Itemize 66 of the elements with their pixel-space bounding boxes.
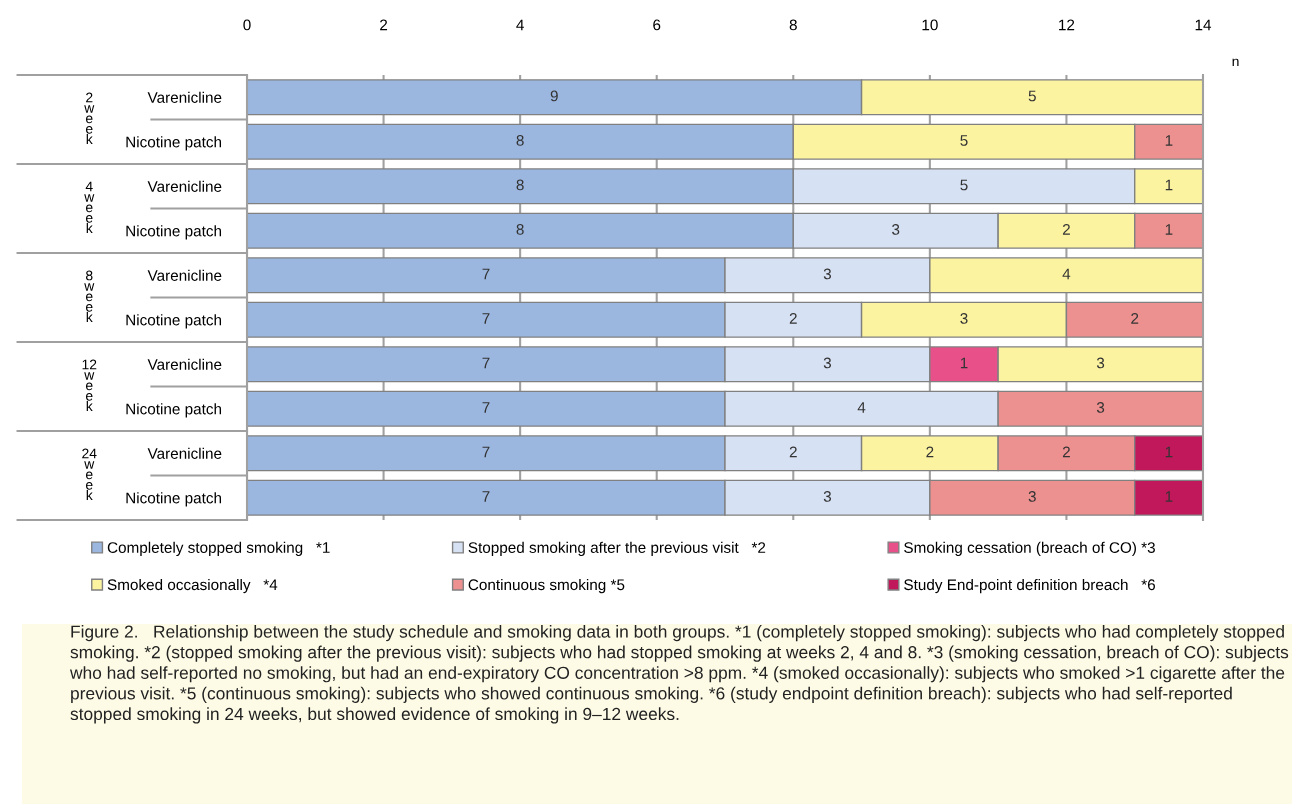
- data-label: 8: [516, 179, 524, 191]
- y-tick-label: Nicotine patch: [126, 314, 222, 329]
- y-tick-label: Nicotine patch: [126, 492, 222, 507]
- data-label: 3: [1028, 491, 1036, 502]
- x-tick-label: 0: [243, 19, 251, 31]
- data-label: 7: [482, 491, 490, 502]
- legend-label: Completely stopped smoking *1: [107, 541, 330, 556]
- legend-label: Smoking cessation (breach of CO) *3: [904, 541, 1155, 556]
- data-label: 1: [960, 357, 968, 369]
- data-label: 3: [1096, 357, 1105, 369]
- x-tick-label: 8: [789, 19, 797, 31]
- data-label: 7: [482, 446, 490, 458]
- data-label: 2: [926, 446, 934, 458]
- data-label: 1: [1165, 224, 1173, 235]
- x-tick-label: 10: [922, 19, 938, 31]
- data-label: 1: [1165, 491, 1173, 502]
- data-label: 3: [892, 224, 900, 235]
- data-label: 3: [823, 357, 832, 369]
- data-label: 7: [482, 268, 490, 280]
- data-label: 8: [516, 135, 524, 146]
- data-label: 1: [1165, 135, 1173, 146]
- caption: Figure 2. Relationship between the study schedule and smoking data in both groups. *1 (completely stopped smoking): subjects who had completely stopped smoking. *2 (stopped smoking after the previous visit): subjects who had stopped smoking at weeks 2, 4 and 8. *3 (smoking cessation, breach of CO): subjects who had self-reported no smoking, but had an end-expiratory CO concentration >8 ppm. *4 (smoked occasionally): subjects who smoked >1 cigarette after the previous visit. *5 (continuous smoking): subjects who showed continuous smoking. *6 (study endpoint definition breach): subjects who had self-reported stopped smoking in 24 weeks, but showed evidence of smoking in 9–12 weeks.: [69, 625, 1289, 724]
- y-tick-label: Nicotine patch: [126, 136, 222, 151]
- data-label: 4: [857, 402, 866, 413]
- x-tick-label: 2: [380, 19, 388, 31]
- data-label: 5: [960, 179, 968, 191]
- y-tick-label: Varenicline: [147, 91, 222, 103]
- y-tick-label: Nicotine patch: [126, 225, 222, 240]
- data-label: 1: [1165, 446, 1173, 458]
- text: 4 week: [84, 181, 95, 233]
- data-label: 8: [516, 224, 524, 235]
- y-tick-label: Varenicline: [147, 180, 222, 192]
- data-label: 3: [823, 491, 832, 502]
- data-label: 3: [960, 313, 968, 324]
- x-tick-label: 6: [653, 19, 661, 31]
- y-tick-label: Nicotine patch: [126, 403, 222, 418]
- x-tick-label: 14: [1195, 19, 1212, 31]
- x-axis-title: n: [1232, 58, 1239, 67]
- text: 12 week: [82, 359, 97, 411]
- data-label: 2: [1131, 313, 1139, 324]
- data-label: 2: [789, 446, 797, 458]
- data-label: 2: [1062, 446, 1070, 458]
- data-label: 9: [550, 90, 558, 102]
- data-label: 7: [482, 313, 490, 324]
- data-label: 3: [1096, 402, 1105, 413]
- text: 8 week: [84, 270, 95, 322]
- legend-label: Continuous smoking *5: [468, 578, 625, 594]
- x-tick-label: 12: [1059, 19, 1075, 31]
- legend-label: Study End-point definition breach *6: [904, 578, 1155, 594]
- y-tick-label: Varenicline: [147, 358, 222, 370]
- data-label: 5: [960, 135, 968, 146]
- legend-label: Smoked occasionally *4: [107, 578, 278, 594]
- data-label: 5: [1028, 90, 1036, 102]
- data-label: 2: [789, 313, 797, 324]
- text: 2 week: [84, 92, 95, 144]
- data-label: 7: [482, 402, 490, 413]
- y-tick-label: Varenicline: [147, 269, 222, 281]
- x-tick-label: 4: [516, 19, 524, 31]
- data-label: 7: [482, 357, 490, 369]
- text: 24 week: [82, 448, 97, 500]
- data-label: 3: [823, 268, 832, 280]
- legend-label: Stopped smoking after the previous visit *2: [468, 541, 766, 556]
- data-label: 2: [1062, 224, 1070, 235]
- data-label: 1: [1165, 179, 1173, 191]
- y-tick-label: Varenicline: [147, 447, 222, 459]
- data-label: 4: [1062, 268, 1071, 280]
